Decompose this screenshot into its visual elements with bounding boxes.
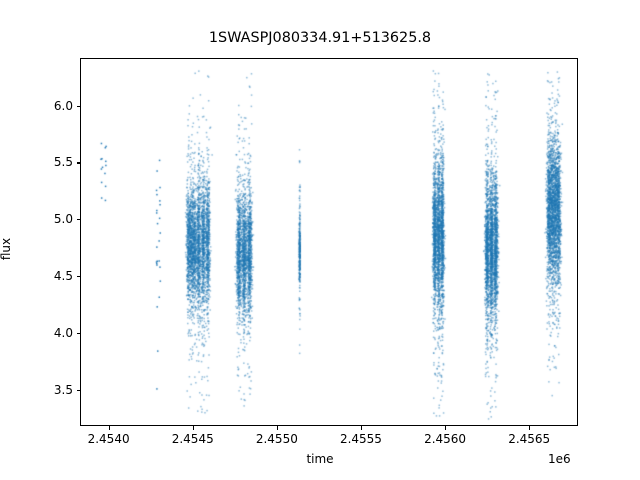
x-axis-label: time xyxy=(306,452,334,466)
x-tick-mark xyxy=(529,426,531,430)
y-tick-label: 6.0 xyxy=(53,98,73,113)
y-tick-label: 4.0 xyxy=(53,325,73,340)
x-tick-mark xyxy=(108,426,110,430)
y-tick-label: 5.0 xyxy=(53,212,73,227)
x-tick-mark xyxy=(445,426,447,430)
y-tick-mark xyxy=(76,219,80,221)
x-tick-label: 2.4550 xyxy=(255,432,298,446)
x-tick-label: 2.4545 xyxy=(171,432,214,446)
plot-area xyxy=(80,58,579,427)
x-tick-label: 2.4540 xyxy=(87,432,130,446)
y-tick-label: 5.5 xyxy=(53,155,73,170)
y-tick-mark xyxy=(76,276,80,278)
y-tick-mark xyxy=(76,105,80,107)
x-tick-label: 2.4555 xyxy=(339,432,382,446)
y-tick-mark xyxy=(76,389,80,391)
x-tick-mark xyxy=(276,426,278,430)
x-tick-mark xyxy=(360,426,363,430)
y-tick-mark xyxy=(76,332,80,334)
y-axis-label: flux xyxy=(0,237,14,261)
x-axis-offset-label: 1e6 xyxy=(548,452,571,466)
x-tick-label: 2.4565 xyxy=(508,432,551,446)
page-title: 1SWASPJ080334.91+513625.8 xyxy=(208,30,432,46)
x-tick-mark xyxy=(192,426,194,430)
y-tick-mark xyxy=(76,162,80,164)
y-tick-label: 4.5 xyxy=(53,269,73,284)
y-tick-label: 3.5 xyxy=(53,382,73,397)
scatter-points-layer xyxy=(81,59,579,427)
x-tick-label: 2.4560 xyxy=(424,432,467,446)
